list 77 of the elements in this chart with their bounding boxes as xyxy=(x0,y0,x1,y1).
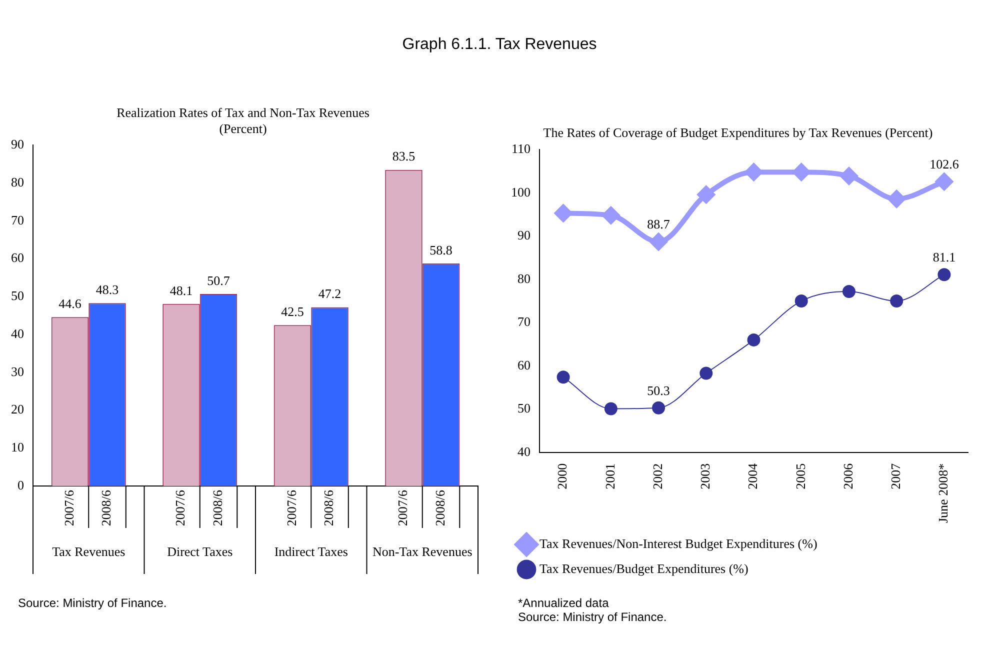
x-tick-label: 2002 xyxy=(650,463,665,490)
data-label: 81.1 xyxy=(932,250,956,265)
x-tick-label: 2007 xyxy=(888,462,904,490)
x-tick-label: Tax Revenues xyxy=(52,544,126,559)
data-label: 83.5 xyxy=(392,148,416,164)
y-tick-label: 70 xyxy=(11,212,24,228)
data-label: 50.3 xyxy=(647,382,670,398)
data-label: 44.6 xyxy=(58,296,82,312)
y-tick-label: 40 xyxy=(11,326,24,341)
point xyxy=(842,284,856,298)
chart-title: Graph 6.1.1. Tax Revenues xyxy=(401,35,598,55)
text: 2007/6 xyxy=(395,490,410,526)
x-tick-label: Direct Taxes xyxy=(167,544,233,559)
point xyxy=(794,294,808,308)
point xyxy=(938,268,951,282)
point xyxy=(888,190,906,208)
text: 2007/6 xyxy=(61,490,76,526)
text: *Annualized data xyxy=(518,596,610,610)
y-tick-label: 0 xyxy=(18,477,24,492)
point xyxy=(652,401,666,414)
y-tick-label: 50 xyxy=(11,288,24,304)
x-tick-label: 2003 xyxy=(698,463,713,490)
x-tick-label: Non-Tax Revenues xyxy=(372,544,472,559)
text: 2007/6 xyxy=(284,490,299,526)
y-tick-label: 60 xyxy=(518,357,530,372)
x-tick-label: 2005 xyxy=(792,463,808,490)
point xyxy=(556,370,570,384)
text: 2007/6 xyxy=(172,490,188,526)
text: 2008/6 xyxy=(432,490,448,526)
data-label: 48.3 xyxy=(96,282,119,298)
point xyxy=(936,173,953,190)
y-tick-label: 100 xyxy=(511,184,530,200)
y-tick-label: 20 xyxy=(11,402,24,417)
text: 2008/6 xyxy=(98,490,114,526)
x-tick-label: 2000 xyxy=(554,463,570,490)
point xyxy=(650,233,668,250)
chart-title: The Rates of Coverage of Budget Expenditures by Tax Revenues (Percent) xyxy=(543,125,933,140)
y-tick-label: 10 xyxy=(11,440,24,455)
text: 2008/6 xyxy=(210,490,225,526)
y-tick-label: 90 xyxy=(11,136,24,152)
point xyxy=(602,206,620,224)
y-tick-label: 80 xyxy=(11,174,24,190)
y-tick-label: 110 xyxy=(511,141,530,156)
y-tick-label: 90 xyxy=(518,228,530,243)
point xyxy=(604,402,618,416)
data-label: 47.2 xyxy=(318,286,342,302)
y-tick-label: 60 xyxy=(11,250,24,266)
y-tick-label: 30 xyxy=(11,364,24,379)
x-tick-label: 2004 xyxy=(745,462,760,490)
y-tick-label: 50 xyxy=(518,400,530,416)
data-label: 48.1 xyxy=(170,282,193,298)
point xyxy=(890,294,904,308)
x-tick-label: June 2008* xyxy=(936,463,951,524)
data-label: 102.6 xyxy=(930,156,960,172)
point xyxy=(698,186,715,204)
source-note: Source: Ministry of Finance. xyxy=(18,596,168,610)
y-tick-label: 40 xyxy=(518,444,530,459)
point xyxy=(700,366,713,380)
data-label: 42.5 xyxy=(281,304,304,319)
point xyxy=(554,204,572,222)
source-note: Source: Ministry of Finance. xyxy=(518,610,668,624)
data-label: 50.7 xyxy=(207,272,230,288)
x-tick-label: 2001 xyxy=(602,463,618,490)
data-label: 58.8 xyxy=(430,242,452,258)
point xyxy=(840,167,858,184)
x-tick-label: 2006 xyxy=(840,462,856,490)
data-label: 88.7 xyxy=(647,216,670,232)
point xyxy=(747,333,760,346)
legend-label: Tax Revenues/Non-Interest Budget Expenditures (%) xyxy=(540,536,818,551)
y-tick-label: 80 xyxy=(518,270,530,286)
text: 2008/6 xyxy=(321,490,336,526)
point xyxy=(745,164,762,181)
point xyxy=(792,164,810,181)
legend-label: Tax Revenues/Budget Expenditures (%) xyxy=(540,560,748,576)
chart-subtitle: Realization Rates of Tax and Non-Tax Revenues (Percent) xyxy=(116,105,370,136)
x-tick-label: Indirect Taxes xyxy=(274,544,348,559)
y-tick-label: 70 xyxy=(518,314,530,330)
